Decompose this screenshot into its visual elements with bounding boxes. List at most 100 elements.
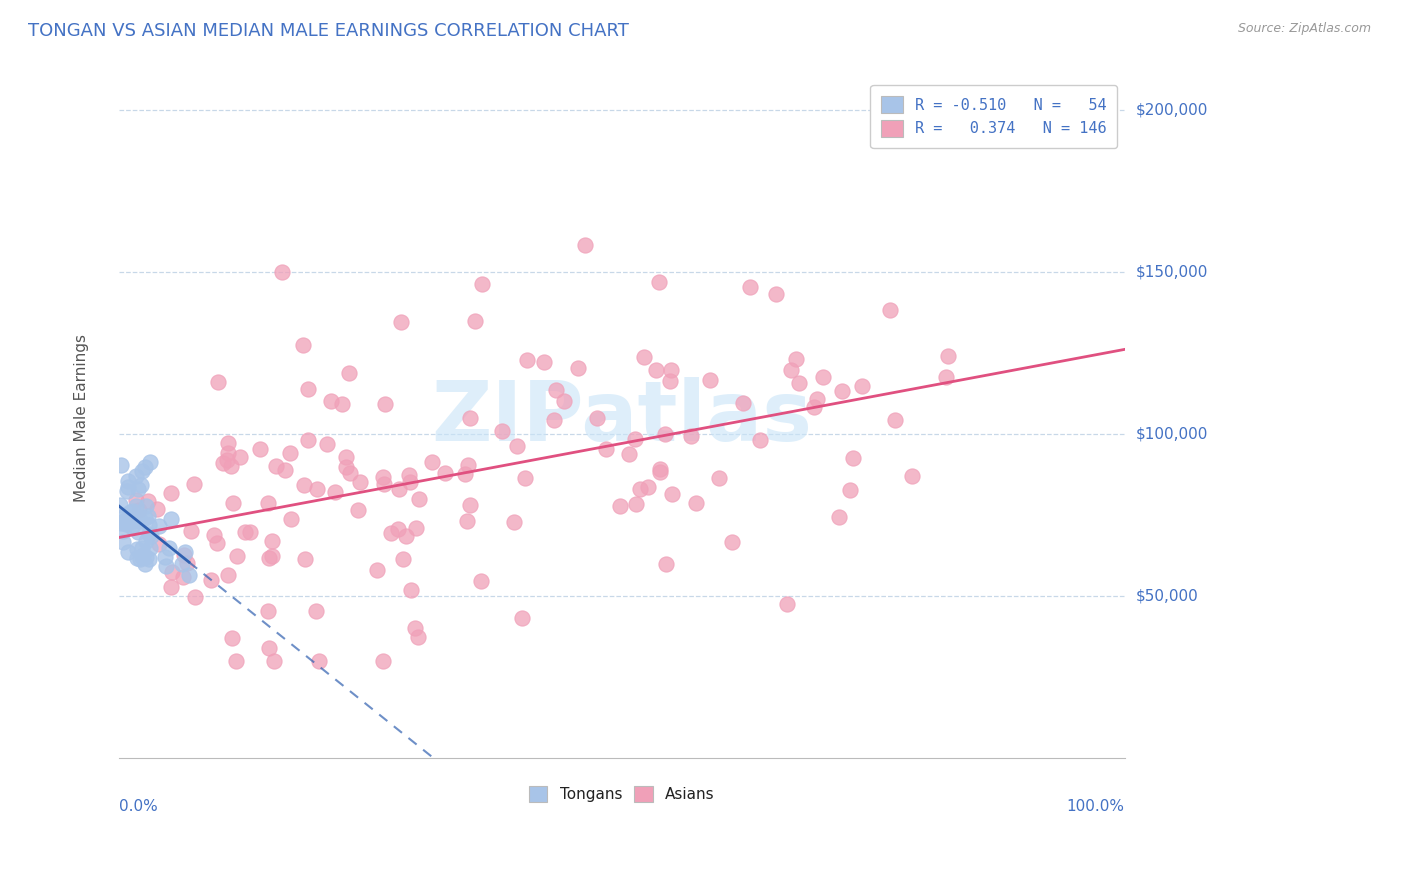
Point: [765, 286, 787, 301]
Point: [648, 276, 671, 290]
Point: [112, 534, 135, 549]
Point: [117, 474, 139, 488]
Point: [399, 583, 422, 598]
Point: [108, 498, 131, 512]
Point: [776, 597, 799, 611]
Point: [935, 370, 957, 384]
Point: [457, 458, 479, 473]
Point: [262, 549, 284, 563]
Point: [138, 509, 160, 524]
Point: [659, 362, 682, 376]
Legend: Tongans, Asians: Tongans, Asians: [523, 780, 721, 808]
Point: [131, 464, 153, 478]
Point: [114, 508, 136, 523]
Point: [217, 568, 239, 582]
Point: [115, 516, 138, 531]
Point: [883, 413, 905, 427]
Point: [505, 439, 527, 453]
Point: [787, 376, 810, 390]
Point: [420, 455, 443, 469]
Point: [553, 394, 575, 409]
Point: [749, 434, 772, 448]
Point: [207, 375, 229, 389]
Point: [274, 463, 297, 477]
Point: [132, 548, 155, 562]
Point: [157, 541, 180, 556]
Point: [129, 513, 152, 527]
Point: [617, 447, 640, 461]
Point: [900, 469, 922, 483]
Point: [257, 495, 280, 509]
Point: [335, 450, 357, 465]
Point: [125, 510, 148, 524]
Point: [129, 514, 152, 528]
Point: [828, 510, 851, 524]
Point: [471, 277, 494, 291]
Point: [183, 477, 205, 491]
Point: [387, 522, 409, 536]
Point: [173, 545, 195, 559]
Point: [115, 484, 138, 499]
Point: [731, 396, 754, 410]
Point: [257, 551, 280, 566]
Point: [347, 503, 370, 517]
Point: [138, 526, 160, 541]
Point: [138, 494, 160, 508]
Point: [626, 497, 648, 511]
Point: [146, 501, 169, 516]
Point: [204, 528, 226, 542]
Point: [134, 558, 156, 572]
Point: [464, 314, 486, 328]
Point: [280, 512, 302, 526]
Point: [405, 521, 427, 535]
Point: [624, 432, 647, 446]
Point: [323, 484, 346, 499]
Point: [278, 446, 301, 460]
Point: [249, 442, 271, 456]
Point: [160, 512, 183, 526]
Point: [110, 458, 132, 472]
Point: [533, 355, 555, 369]
Point: [595, 442, 617, 457]
Point: [117, 545, 139, 559]
Point: [404, 621, 426, 635]
Point: [803, 400, 825, 414]
Point: [117, 480, 139, 494]
Point: [256, 604, 278, 618]
Point: [395, 529, 418, 543]
Point: [699, 373, 721, 387]
Point: [398, 475, 420, 490]
Point: [127, 511, 149, 525]
Point: [659, 374, 682, 388]
Point: [176, 556, 198, 570]
Point: [155, 559, 177, 574]
Point: [129, 551, 152, 566]
Point: [217, 453, 239, 467]
Point: [112, 524, 135, 538]
Point: [138, 552, 160, 566]
Point: [125, 550, 148, 565]
Point: [503, 516, 526, 530]
Point: [148, 519, 170, 533]
Point: [936, 349, 959, 363]
Point: [127, 483, 149, 497]
Point: [292, 477, 315, 491]
Point: [225, 654, 247, 668]
Point: [330, 397, 353, 411]
Point: [839, 483, 862, 498]
Point: [780, 363, 803, 377]
Point: [685, 496, 707, 510]
Point: [371, 470, 394, 484]
Point: [233, 524, 256, 539]
Point: [366, 563, 388, 577]
Point: [118, 505, 141, 519]
Point: [648, 465, 671, 479]
Point: [134, 459, 156, 474]
Point: [371, 654, 394, 668]
Point: [184, 590, 207, 604]
Point: [654, 427, 676, 442]
Point: [470, 574, 492, 588]
Point: [212, 456, 235, 470]
Point: [648, 462, 671, 476]
Text: 100.0%: 100.0%: [1067, 799, 1125, 814]
